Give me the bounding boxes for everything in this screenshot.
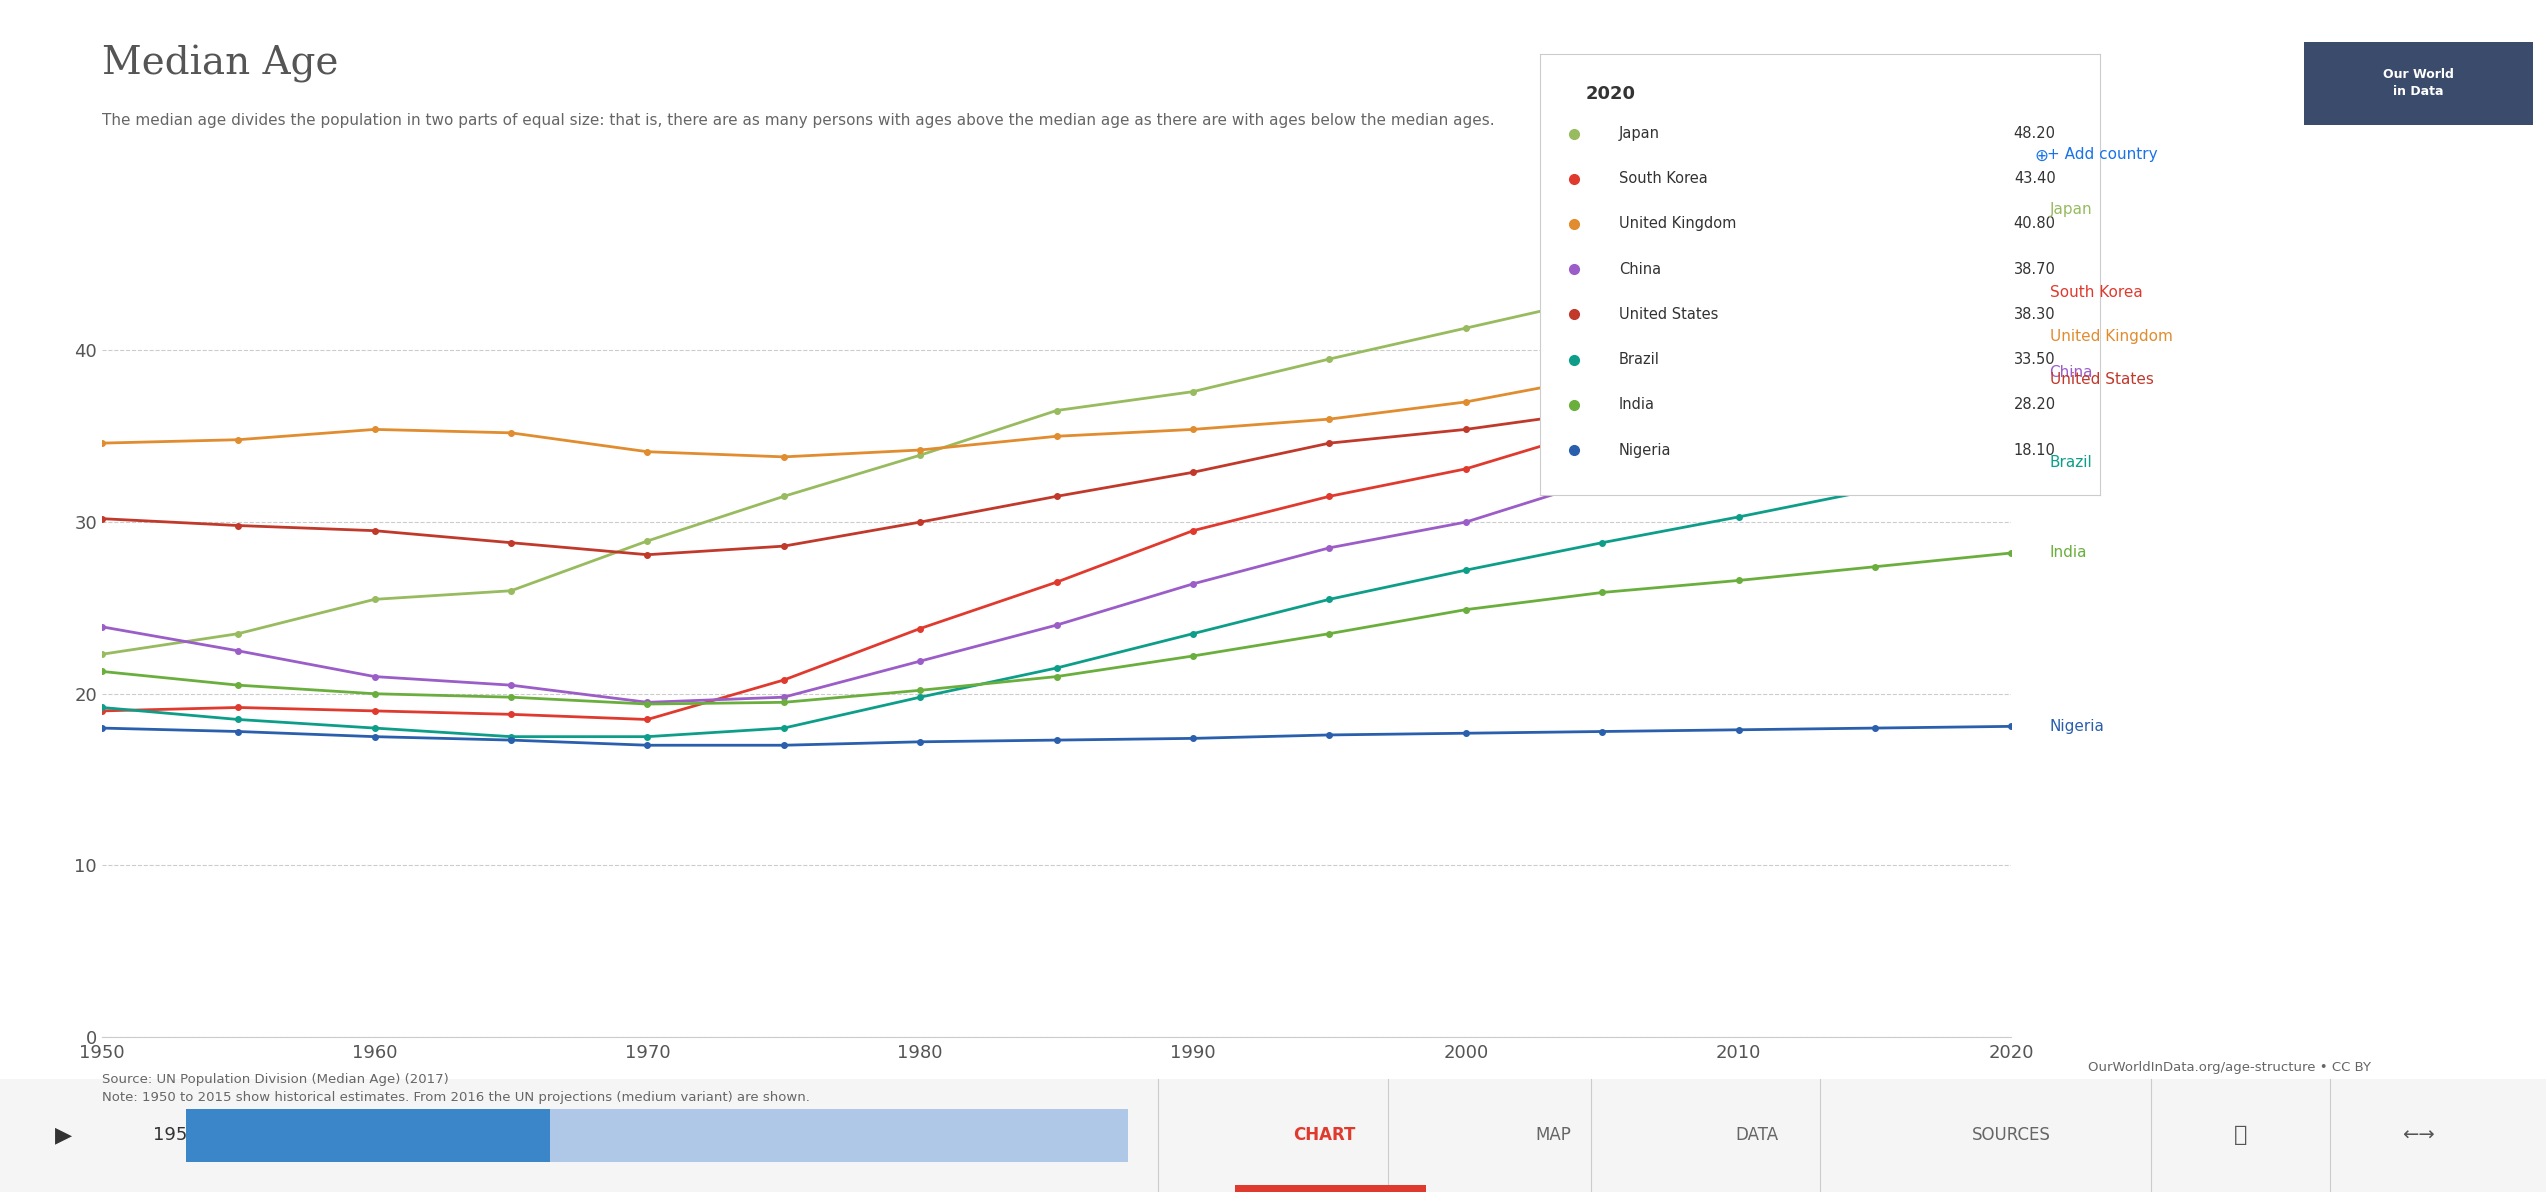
Text: United States: United States	[2050, 372, 2154, 387]
Text: ←→: ←→	[2403, 1126, 2434, 1144]
Text: 2100: 2100	[1062, 1126, 1108, 1144]
Text: India: India	[1619, 397, 1655, 412]
Text: MAP: MAP	[1535, 1126, 1571, 1144]
Text: + Add country: + Add country	[2047, 147, 2156, 162]
Text: 40.80: 40.80	[2014, 217, 2055, 231]
Text: 33.50: 33.50	[2014, 352, 2055, 367]
Text: 1950: 1950	[153, 1126, 199, 1144]
Text: The median age divides the population in two parts of equal size: that is, there: The median age divides the population in…	[102, 113, 1495, 129]
Text: 38.70: 38.70	[2014, 262, 2055, 277]
Text: Our World
in Data: Our World in Data	[2383, 68, 2454, 99]
Text: Note: 1950 to 2015 show historical estimates. From 2016 the UN projections (medi: Note: 1950 to 2015 show historical estim…	[102, 1091, 810, 1104]
Text: Nigeria: Nigeria	[2050, 719, 2106, 734]
Text: Japan: Japan	[1619, 126, 1660, 141]
Text: China: China	[1619, 262, 1660, 277]
Text: 28.20: 28.20	[2014, 397, 2055, 412]
Text: OurWorldInData.org/age-structure • CC BY: OurWorldInData.org/age-structure • CC BY	[2088, 1061, 2370, 1074]
Text: ⊕: ⊕	[2034, 147, 2047, 164]
Text: United States: United States	[1619, 306, 1719, 322]
Text: DATA: DATA	[1736, 1126, 1777, 1144]
Text: Japan: Japan	[2050, 203, 2093, 217]
Text: Median Age: Median Age	[102, 45, 339, 83]
Text: 38.30: 38.30	[2014, 306, 2055, 322]
Text: China: China	[2050, 365, 2093, 380]
Text: United Kingdom: United Kingdom	[1619, 217, 1736, 231]
Text: United Kingdom: United Kingdom	[2050, 329, 2172, 344]
Text: SOURCES: SOURCES	[1973, 1126, 2050, 1144]
Text: CHART: CHART	[1293, 1126, 1354, 1144]
Text: South Korea: South Korea	[2050, 285, 2141, 299]
Text: ⤓: ⤓	[2233, 1125, 2248, 1146]
Text: Source: UN Population Division (Median Age) (2017): Source: UN Population Division (Median A…	[102, 1073, 448, 1086]
Text: 2020: 2020	[1586, 85, 1635, 103]
Text: South Korea: South Korea	[1619, 172, 1708, 186]
Text: Brazil: Brazil	[1619, 352, 1660, 367]
Text: India: India	[2050, 546, 2088, 560]
Text: ▶: ▶	[56, 1125, 71, 1146]
Text: Brazil: Brazil	[2050, 454, 2093, 470]
Text: 48.20: 48.20	[2014, 126, 2055, 141]
Text: Nigeria: Nigeria	[1619, 442, 1670, 458]
Text: 18.10: 18.10	[2014, 442, 2055, 458]
Text: 43.40: 43.40	[2014, 172, 2055, 186]
